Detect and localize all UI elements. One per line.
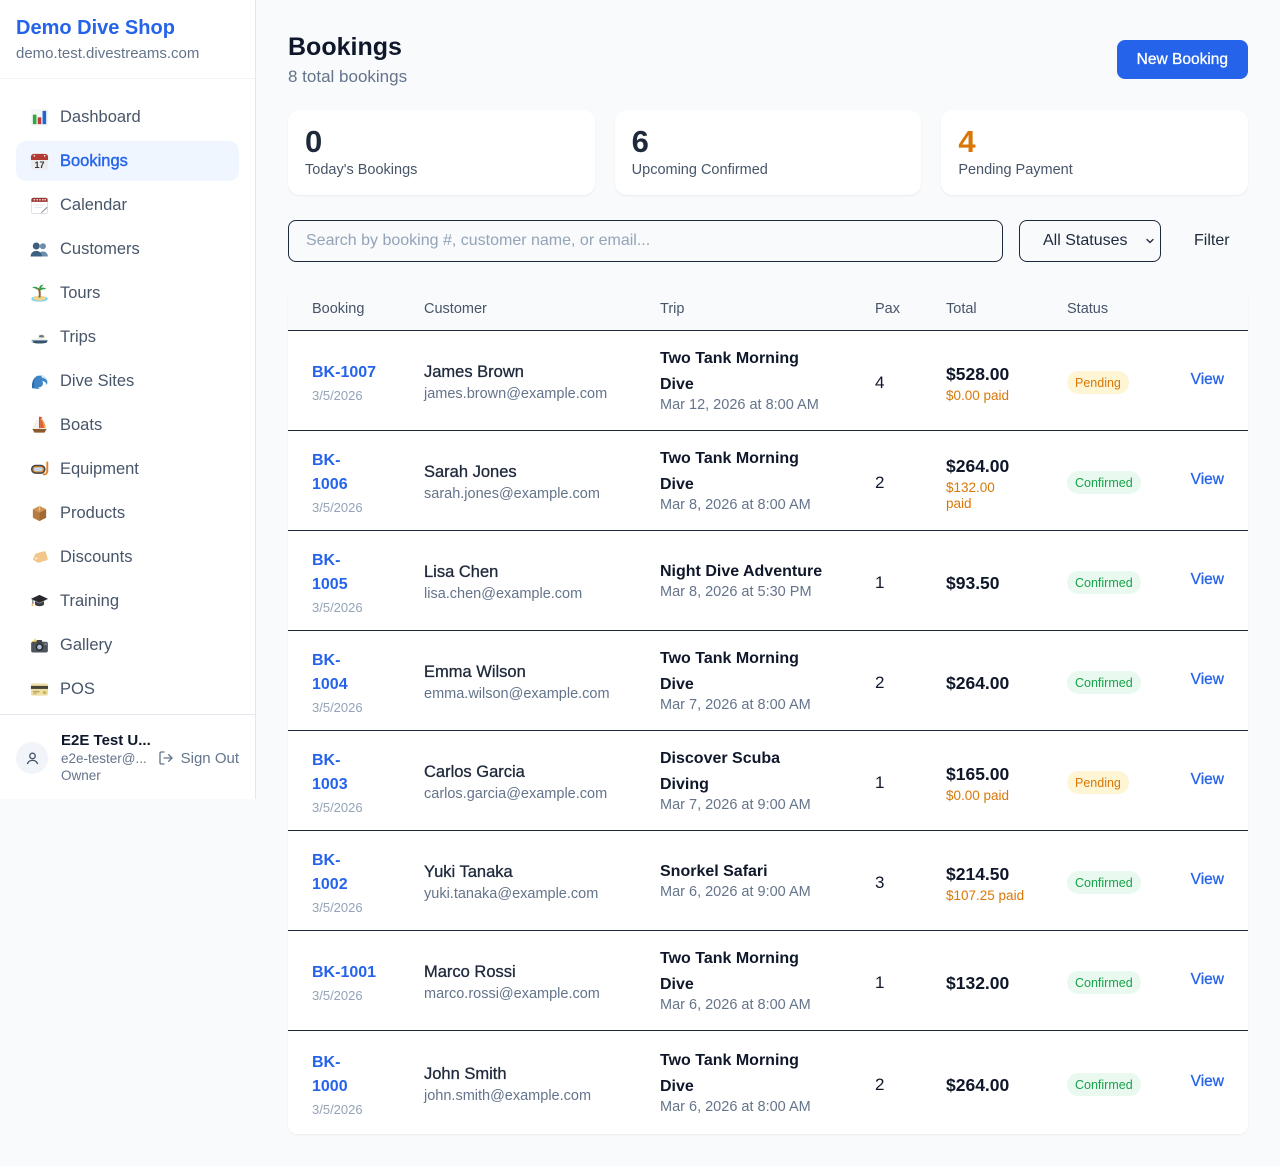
svg-text:17: 17 bbox=[34, 159, 44, 169]
